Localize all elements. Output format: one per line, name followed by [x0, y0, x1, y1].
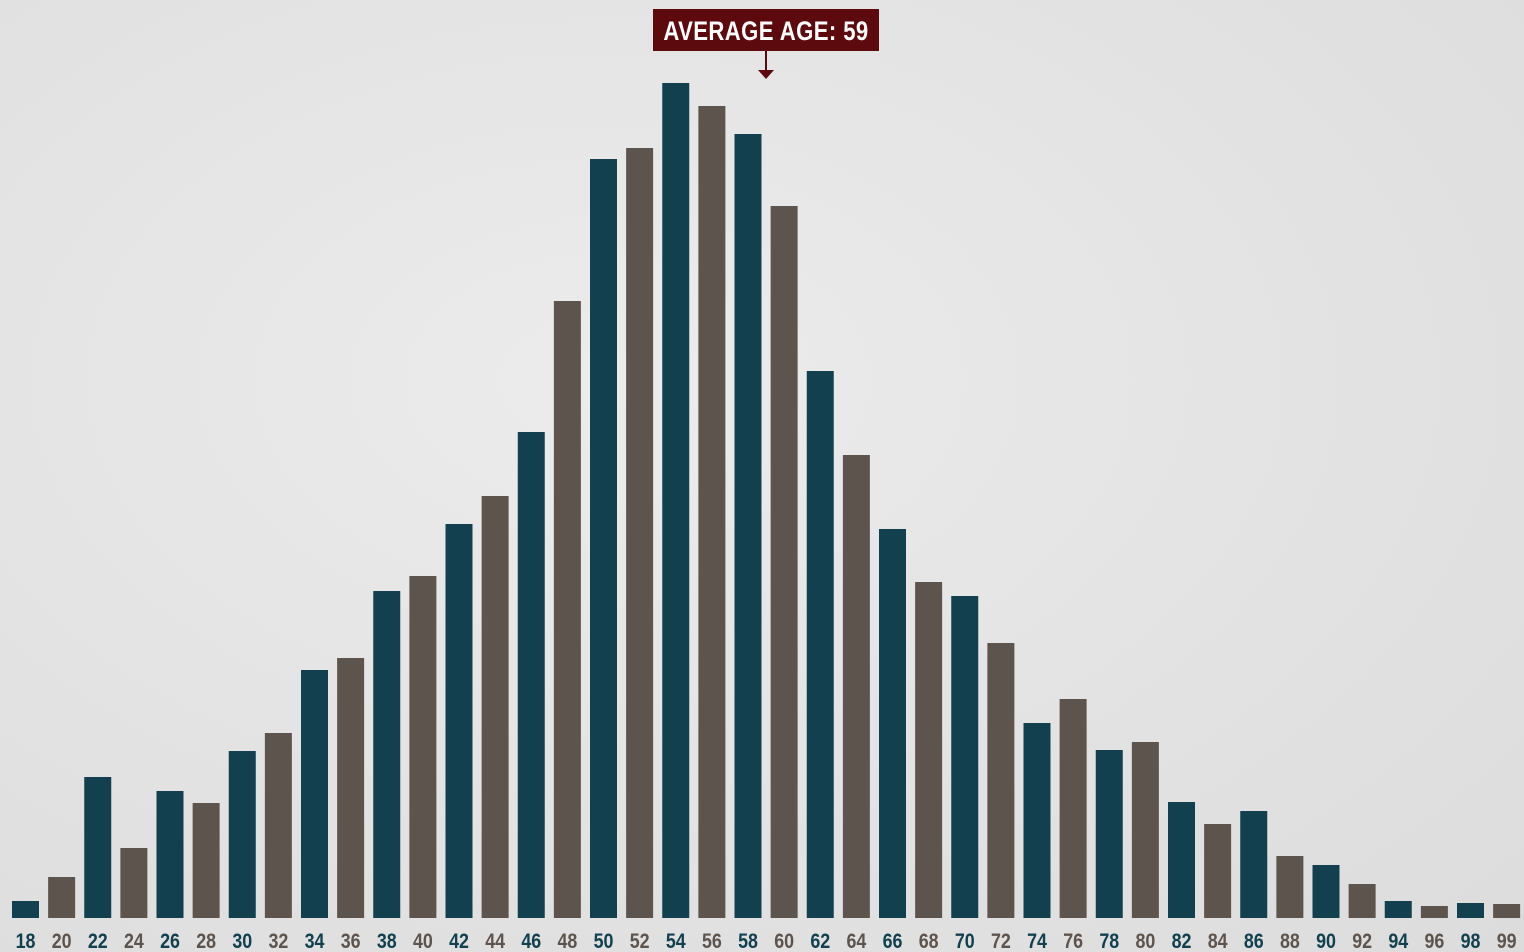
x-tick-label: 72 [991, 930, 1011, 952]
x-tick-label: 42 [449, 930, 469, 952]
x-tick-label: 98 [1461, 930, 1481, 952]
bar [698, 106, 726, 918]
x-tick-label: 88 [1280, 930, 1300, 952]
x-tick-label: 96 [1424, 930, 1444, 952]
bar [842, 455, 870, 918]
bar [409, 576, 437, 918]
x-tick-label: 84 [1208, 930, 1228, 952]
bar [1312, 865, 1340, 918]
bar [1059, 699, 1087, 918]
x-tick-label: 24 [124, 930, 144, 952]
bar [987, 643, 1015, 918]
bar [806, 371, 834, 918]
bar [264, 733, 292, 918]
bar [879, 529, 906, 918]
bar [301, 670, 328, 918]
x-tick-label: 56 [702, 930, 722, 952]
x-tick-label: 62 [810, 930, 830, 952]
bar [1204, 824, 1232, 918]
bar [228, 751, 256, 918]
bar [915, 582, 943, 918]
x-tick-label: 70 [955, 930, 975, 952]
bar [84, 777, 112, 918]
bar [373, 591, 401, 918]
bar [734, 134, 762, 918]
x-tick-label: 60 [774, 930, 794, 952]
x-tick-label: 36 [341, 930, 361, 952]
x-tick-label: 52 [630, 930, 650, 952]
bar [192, 803, 220, 918]
x-tick-label: 64 [846, 930, 866, 952]
x-tick-label: 76 [1063, 930, 1083, 952]
bar [481, 496, 509, 918]
x-tick-label: 22 [88, 930, 108, 952]
x-tick-label: 78 [1099, 930, 1119, 952]
x-tick-label: 68 [919, 930, 939, 952]
bar [48, 877, 76, 918]
bar [1384, 901, 1412, 918]
x-tick-label: 44 [485, 930, 505, 952]
x-tick-label: 54 [666, 930, 686, 952]
bar [1095, 750, 1123, 918]
bar [517, 432, 545, 918]
x-tick-label: 90 [1316, 930, 1336, 952]
bar [1276, 856, 1304, 918]
bar [1420, 906, 1448, 918]
bar [662, 83, 690, 918]
x-tick-label: 80 [1135, 930, 1155, 952]
bar [445, 524, 473, 918]
x-tick-label: 34 [305, 930, 325, 952]
x-tick-label: 92 [1352, 930, 1372, 952]
annotation-text: AVERAGE AGE: 59 [663, 17, 868, 47]
x-tick-label: 20 [52, 930, 72, 952]
x-tick-label: 38 [377, 930, 397, 952]
bar [1168, 802, 1195, 918]
bar [156, 791, 184, 918]
bar [951, 596, 979, 918]
annotation-box [653, 9, 879, 51]
x-tick-label: 28 [196, 930, 216, 952]
x-tick-label: 94 [1388, 930, 1408, 952]
x-tick-label: 30 [232, 930, 252, 952]
x-tick-label: 32 [268, 930, 288, 952]
bar [1023, 723, 1051, 918]
bar [12, 901, 39, 918]
x-tick-label: 46 [521, 930, 541, 952]
x-tick-label: 18 [16, 930, 36, 952]
x-tick-label: 40 [413, 930, 433, 952]
bar [1493, 904, 1521, 918]
bar [770, 206, 798, 918]
bar [626, 148, 654, 918]
x-tick-label: 86 [1244, 930, 1264, 952]
bar [120, 848, 148, 918]
bar [1240, 811, 1268, 918]
bar [1457, 903, 1484, 918]
x-tick-label: 82 [1172, 930, 1192, 952]
x-tick-label: 66 [883, 930, 903, 952]
bar [553, 301, 581, 918]
x-tick-label: 26 [160, 930, 180, 952]
x-tick-label: 48 [557, 930, 577, 952]
x-tick-label: 99 [1497, 930, 1517, 952]
bar [1131, 742, 1159, 918]
annotation-arrow-head [758, 70, 774, 79]
bar [590, 159, 617, 918]
x-tick-label: 74 [1027, 930, 1047, 952]
bar [337, 658, 365, 918]
bar [1348, 884, 1376, 918]
x-tick-label: 58 [738, 930, 758, 952]
x-tick-label: 50 [594, 930, 614, 952]
annotation: AVERAGE AGE: 59 [653, 9, 879, 79]
